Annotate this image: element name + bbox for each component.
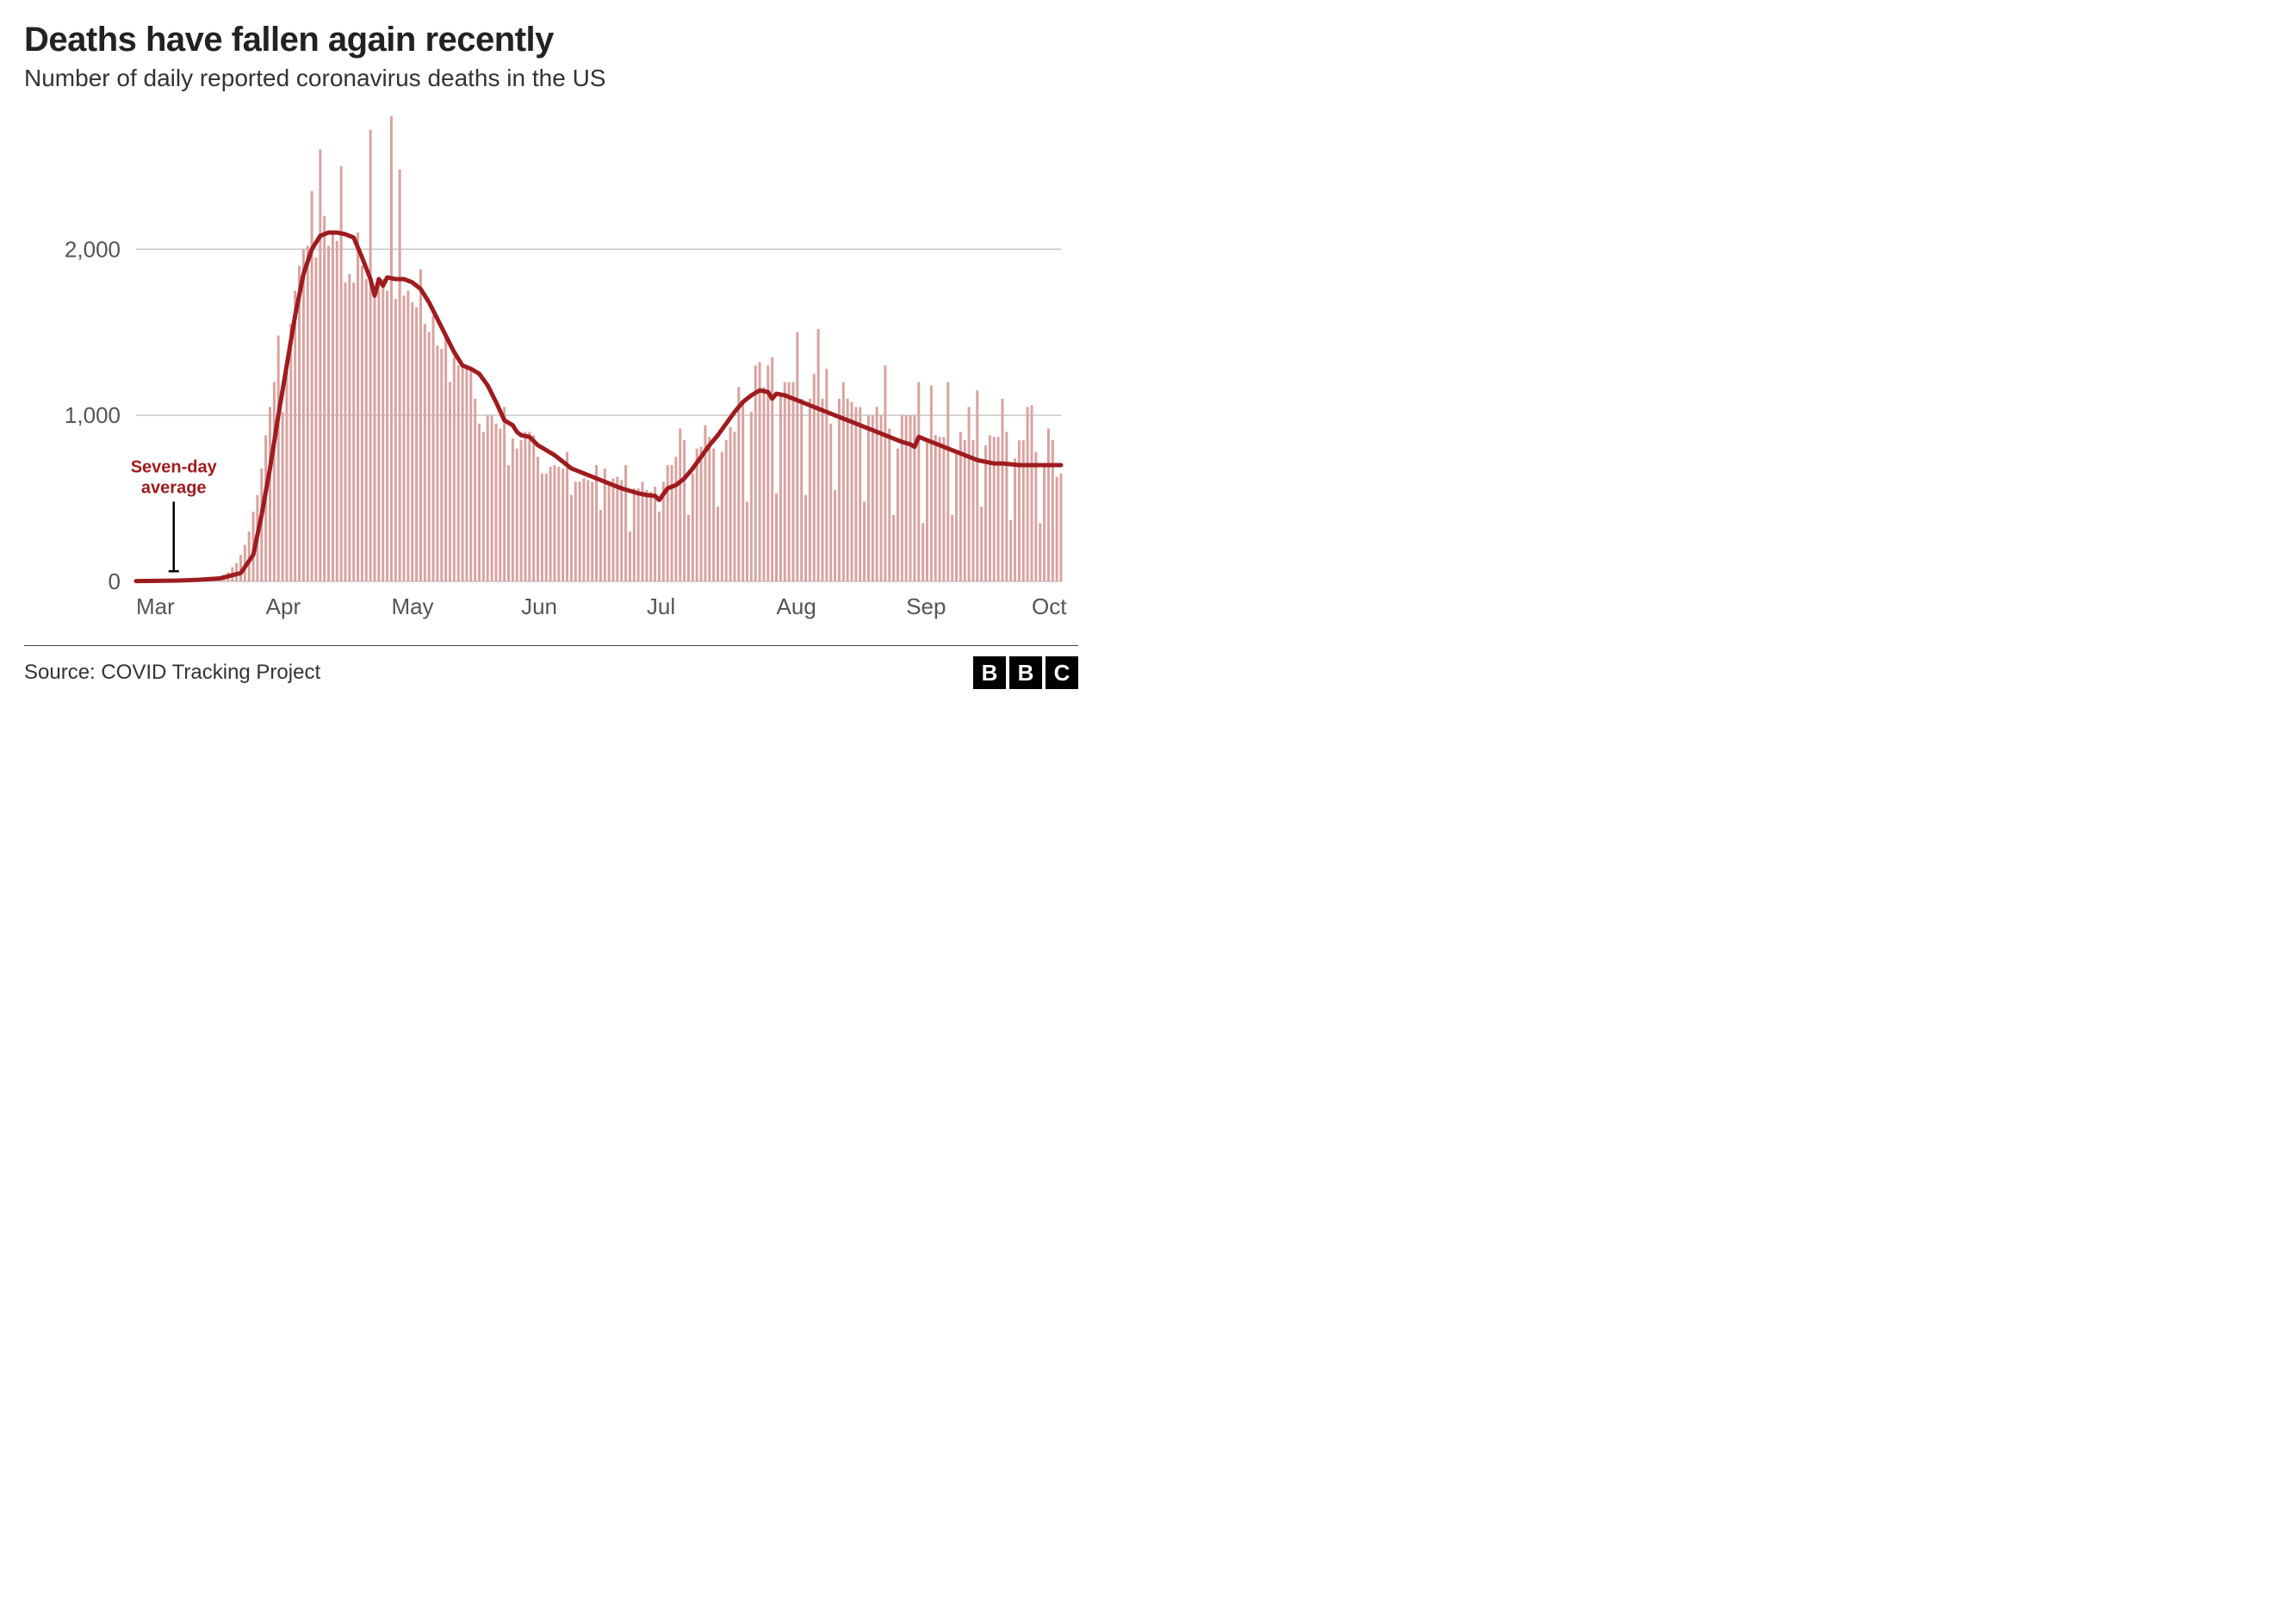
- svg-text:May: May: [391, 593, 433, 619]
- chart-subtitle: Number of daily reported coronavirus dea…: [24, 65, 1078, 92]
- chart-svg: 0 1,000 2,000 Mar Apr May Jun Jul Aug Sep Oct Seven…: [24, 108, 1078, 642]
- bbc-logo-box: C: [1046, 656, 1078, 689]
- bbc-logo-box: B: [973, 656, 1006, 689]
- svg-text:Jul: Jul: [647, 593, 675, 619]
- svg-text:0: 0: [109, 568, 121, 594]
- source-label: Source: COVID Tracking Project: [24, 661, 320, 685]
- svg-text:Seven-day: Seven-day: [131, 457, 218, 476]
- bbc-logo: B B C: [973, 656, 1078, 689]
- svg-text:1,000: 1,000: [65, 402, 121, 428]
- chart-title: Deaths have fallen again recently: [24, 21, 1078, 59]
- svg-text:average: average: [141, 478, 207, 497]
- svg-text:Mar: Mar: [136, 593, 175, 619]
- svg-text:Sep: Sep: [906, 593, 946, 619]
- chart-footer: Source: COVID Tracking Project B B C: [24, 645, 1078, 689]
- svg-text:Aug: Aug: [777, 593, 816, 619]
- svg-text:Oct: Oct: [1032, 593, 1067, 619]
- svg-text:2,000: 2,000: [65, 236, 121, 262]
- svg-text:Jun: Jun: [521, 593, 557, 619]
- chart-container: Deaths have fallen again recently Number…: [0, 0, 1102, 706]
- chart-plot-area: 0 1,000 2,000 Mar Apr May Jun Jul Aug Sep Oct Seven…: [24, 108, 1078, 642]
- svg-text:Apr: Apr: [266, 593, 301, 619]
- bbc-logo-box: B: [1009, 656, 1042, 689]
